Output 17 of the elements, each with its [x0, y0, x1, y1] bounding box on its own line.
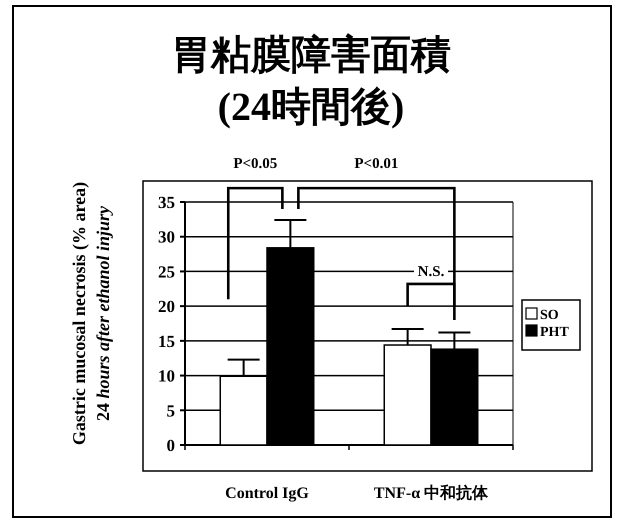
y-tick-label: 20: [158, 297, 175, 316]
text: P<0.01: [354, 156, 398, 172]
y-tick-label: 0: [166, 436, 175, 455]
y-tick-label: 5: [166, 401, 175, 420]
y-tick-label: 35: [158, 193, 175, 212]
y-axis-title: Gastric mucosal necrosis (% area) 24 hours after ethanol injury: [69, 182, 113, 446]
text: P<0.05: [233, 156, 278, 172]
x-tick-label: TNF-α 中和抗体: [374, 484, 490, 502]
chart-title: 胃粘膜障害面積 (24時間後): [171, 32, 451, 129]
y-tick-label: 25: [158, 262, 175, 282]
y-tick-label: 30: [158, 228, 175, 247]
y-tick-label: 15: [158, 332, 175, 351]
x-tick-label: Control IgG: [225, 485, 310, 502]
annotation: N.S.: [418, 264, 445, 280]
legend-label: SO: [540, 308, 559, 323]
y-tick-label: 10: [158, 366, 175, 386]
legend-label: PHT: [540, 325, 570, 340]
